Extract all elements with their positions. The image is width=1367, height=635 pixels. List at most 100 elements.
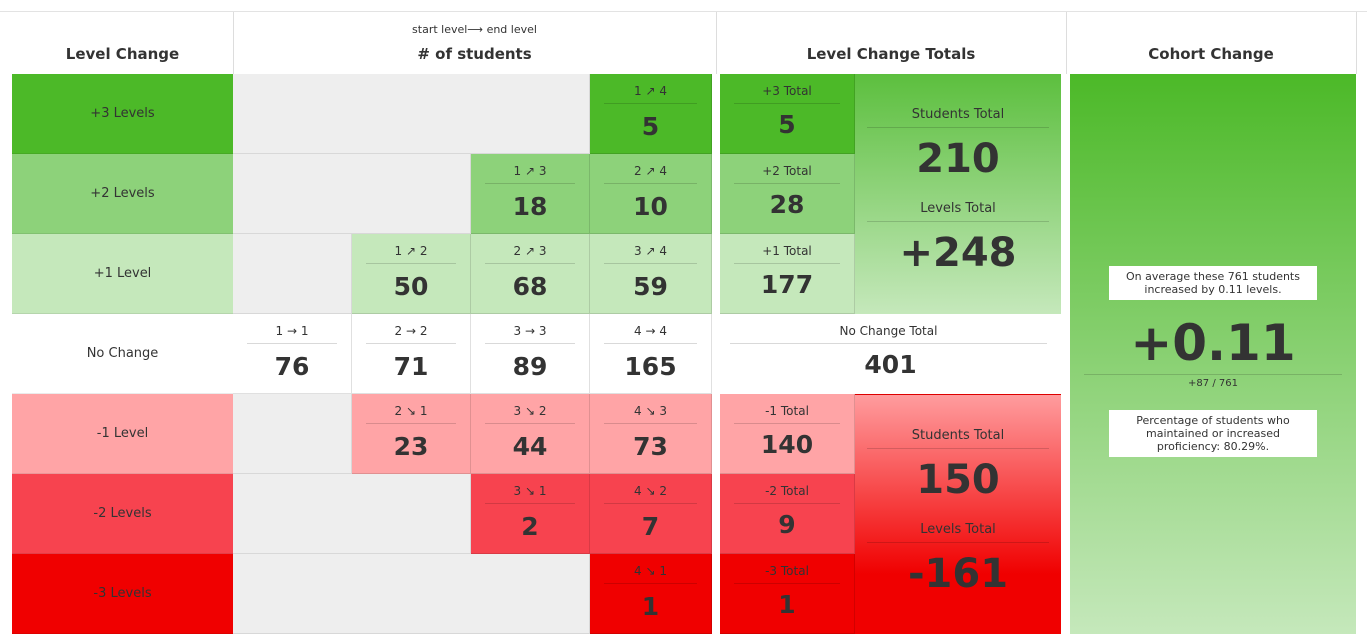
- level-total-cell: +1 Total 177: [720, 234, 855, 314]
- level-total-label: No Change Total: [730, 324, 1047, 344]
- arrow-icon: ↗: [645, 244, 656, 258]
- positive-summary: Students Total 210 Levels Total +248: [855, 74, 1061, 314]
- transition-label: 3 ↘ 1: [485, 484, 575, 504]
- student-count: 10: [633, 192, 668, 221]
- row-label: +1 Level: [12, 234, 233, 314]
- negative-levels-label: Levels Total: [867, 522, 1049, 543]
- transition-label: 4 ↘ 3: [604, 404, 697, 424]
- transition-cell: 3 ↘ 1 2: [471, 474, 590, 554]
- end-level: 2: [419, 324, 428, 338]
- row-label: -2 Levels: [12, 474, 233, 554]
- start-level: 2: [394, 324, 403, 338]
- row-label-text: +2 Levels: [90, 186, 155, 201]
- row-label: No Change: [12, 314, 233, 394]
- negative-summary: Students Total 150 Levels Total -161: [855, 394, 1061, 634]
- transition-label: 4 → 4: [604, 324, 697, 344]
- level-total-label: +2 Total: [734, 164, 840, 184]
- end-level: 1: [300, 324, 309, 338]
- transition-label: 1 → 1: [247, 324, 337, 344]
- transition-cell: 3 ↘ 2 44: [471, 394, 590, 474]
- row-label: +3 Levels: [12, 74, 233, 154]
- negative-students-total: 150: [916, 457, 1000, 503]
- start-level: 4: [634, 484, 642, 498]
- end-level: 4: [659, 84, 667, 98]
- row-label-text: -3 Levels: [93, 586, 152, 601]
- end-level: 3: [659, 404, 667, 418]
- student-count: 165: [624, 352, 677, 381]
- start-level: 1: [275, 324, 284, 338]
- empty-cell: [233, 234, 352, 314]
- empty-cell: [233, 474, 471, 554]
- student-count: 89: [512, 352, 548, 381]
- level-total-value: 177: [760, 270, 814, 299]
- cohort-divider: [1084, 374, 1342, 375]
- transition-cell: 1 → 1 76: [233, 314, 352, 394]
- header-totals: Level Change Totals: [716, 12, 1066, 74]
- row-label-text: -1 Level: [96, 426, 149, 441]
- student-count: 23: [393, 432, 429, 461]
- empty-cell: [233, 154, 471, 234]
- start-level: 3: [513, 484, 522, 498]
- level-total-label: -2 Total: [734, 484, 840, 504]
- transition-cell: 1 ↗ 3 18: [471, 154, 590, 234]
- level-total-cell: -2 Total 9: [720, 474, 855, 554]
- start-level: 1: [394, 244, 403, 258]
- header-divider: [233, 12, 234, 74]
- transition-label: 2 → 2: [366, 324, 456, 344]
- end-level: 2: [419, 244, 428, 258]
- level-total-value: 401: [864, 350, 917, 379]
- transition-cell: 4 → 4 165: [590, 314, 712, 394]
- end-level: 3: [538, 324, 547, 338]
- positive-students-total: 210: [916, 136, 1000, 182]
- end-level: 3: [538, 164, 547, 178]
- positive-levels-total: +248: [899, 230, 1017, 276]
- transition-cell: 4 ↘ 2 7: [590, 474, 712, 554]
- student-count: 2: [521, 512, 539, 541]
- arrow-icon: →: [286, 324, 298, 338]
- arrow-icon: ↘: [405, 404, 417, 418]
- start-level: 4: [634, 324, 642, 338]
- transition-label: 1 ↗ 2: [366, 244, 456, 264]
- level-total-label: -1 Total: [734, 404, 840, 424]
- transition-label: 2 ↗ 4: [604, 164, 697, 184]
- student-count: 50: [393, 272, 429, 301]
- row-label-text: -2 Levels: [93, 506, 152, 521]
- arrow-icon: →: [405, 324, 417, 338]
- level-total-label: -3 Total: [734, 564, 840, 584]
- transition-label: 1 ↗ 4: [604, 84, 697, 104]
- start-level: 3: [513, 324, 522, 338]
- end-level: 1: [538, 484, 547, 498]
- negative-students-label: Students Total: [867, 428, 1049, 449]
- row-label-text: +1 Level: [93, 266, 152, 281]
- end-level: 3: [538, 244, 547, 258]
- transition-label: 1 ↗ 3: [485, 164, 575, 184]
- header-divider: [1356, 12, 1357, 74]
- row-label: -3 Levels: [12, 554, 233, 634]
- transition-label: 2 ↗ 3: [485, 244, 575, 264]
- transition-label: 3 ↗ 4: [604, 244, 697, 264]
- cohort-average-value: +0.11: [1130, 314, 1296, 372]
- arrow-icon: ↗: [524, 164, 536, 178]
- level-total-cell: No Change Total 401: [720, 314, 1061, 394]
- arrow-icon: →: [524, 324, 536, 338]
- row-label: +2 Levels: [12, 154, 233, 234]
- level-total-value: 5: [778, 110, 796, 139]
- empty-cell: [233, 74, 590, 154]
- cohort-fraction: +87 / 761: [1188, 378, 1238, 389]
- start-level: 2: [394, 404, 403, 418]
- student-count: 1: [641, 592, 660, 621]
- transition-label: 2 ↘ 1: [366, 404, 456, 424]
- transition-cell: 2 ↗ 4 10: [590, 154, 712, 234]
- arrow-icon: ↗: [645, 84, 656, 98]
- transition-cell: 2 → 2 71: [352, 314, 471, 394]
- header-students-subtitle: start level⟶ end level: [412, 23, 537, 36]
- arrow-icon: ↘: [645, 404, 656, 418]
- end-level: 2: [659, 484, 667, 498]
- start-level: 1: [634, 84, 642, 98]
- level-total-cell: +3 Total 5: [720, 74, 855, 154]
- transition-cell: 2 ↘ 1 23: [352, 394, 471, 474]
- header-level-change-title: Level Change: [65, 45, 180, 63]
- arrow-icon: ↘: [645, 564, 656, 578]
- end-level: 4: [659, 324, 667, 338]
